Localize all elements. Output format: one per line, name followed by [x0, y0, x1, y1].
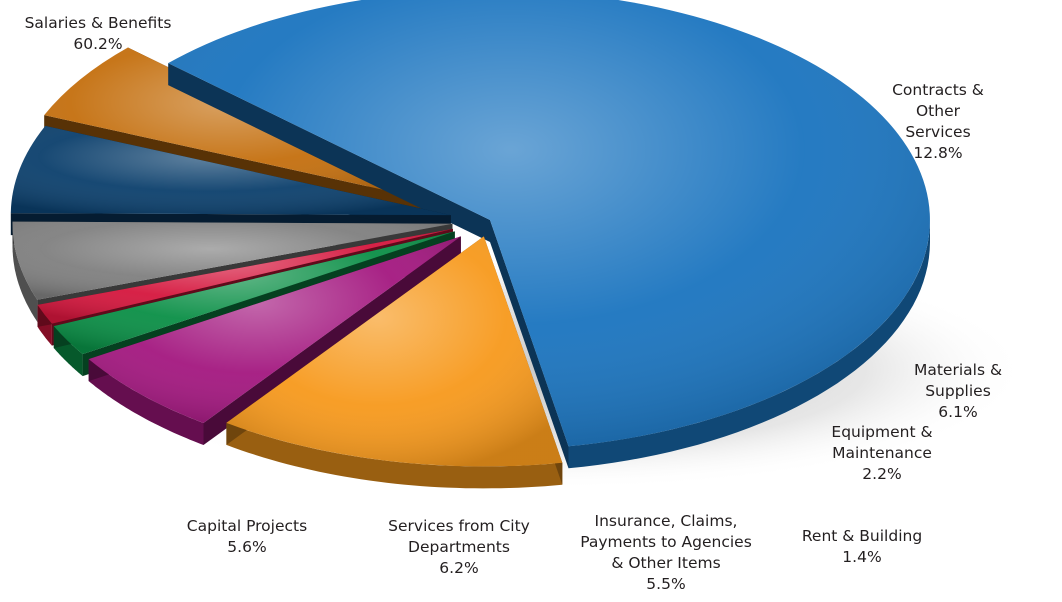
slice-label-value: 60.2% — [73, 35, 123, 53]
pie-slice-edge — [490, 220, 569, 469]
slice-label-value: 6.1% — [938, 403, 978, 421]
slice-label-name: Salaries & Benefits — [24, 14, 172, 32]
slice-label: Materials & Supplies 6.1% — [906, 360, 1010, 423]
slice-label: Capital Projects 5.6% — [187, 516, 307, 558]
slice-label-name: Insurance, Claims, Payments to Agencies … — [580, 512, 752, 572]
slice-label: Services from City Departments 6.2% — [388, 516, 530, 579]
slice-label-value: 5.6% — [227, 538, 267, 556]
pie-slice-side — [226, 422, 563, 489]
pie-slice-edge — [203, 236, 461, 445]
pie-slice-edge — [168, 63, 490, 242]
slice-label-value: 6.2% — [439, 558, 479, 577]
slice-label-value: 1.4% — [842, 548, 882, 566]
slice-label-name: Rent & Building — [801, 527, 923, 545]
slice-label-name: Contracts & Other Services — [892, 80, 984, 141]
pie-slice-side — [12, 223, 38, 322]
slice-label-value: 2.2% — [862, 464, 902, 483]
pie-slice-gloss — [37, 228, 453, 324]
slice-label: Equipment & Maintenance 2.2% — [831, 422, 932, 485]
slice-label: Insurance, Claims, Payments to Agencies … — [580, 511, 752, 595]
slice-label-value: 12.8% — [913, 143, 963, 162]
slice-label-name: Capital Projects — [186, 517, 308, 535]
slice-label-name: Equipment & Maintenance — [831, 422, 933, 462]
pie-slice-gloss — [12, 221, 453, 300]
slice-label-value: 5.5% — [646, 575, 686, 593]
pie-slice-gloss — [88, 236, 461, 423]
slice-label: Rent & Building 1.4% — [802, 526, 922, 568]
slice-label-name: Materials & Supplies — [913, 361, 1003, 400]
pie-slices — [10, 0, 930, 489]
pie-slice — [168, 0, 930, 469]
pie-slice-gloss — [168, 0, 930, 447]
pie-slice — [226, 236, 563, 489]
pie-slice — [88, 236, 461, 445]
slice-label: Contracts & Other Services 12.8% — [876, 80, 1000, 164]
pie-slice-gloss — [10, 125, 451, 216]
pie-slice-side — [568, 220, 930, 469]
slice-label-name: Services from City Departments — [388, 516, 530, 556]
pie-slice-side — [88, 359, 204, 445]
pie-slice-gloss — [226, 236, 563, 467]
slice-label: Salaries & Benefits 60.2% — [25, 13, 172, 55]
pie-slice-gloss — [53, 231, 455, 355]
